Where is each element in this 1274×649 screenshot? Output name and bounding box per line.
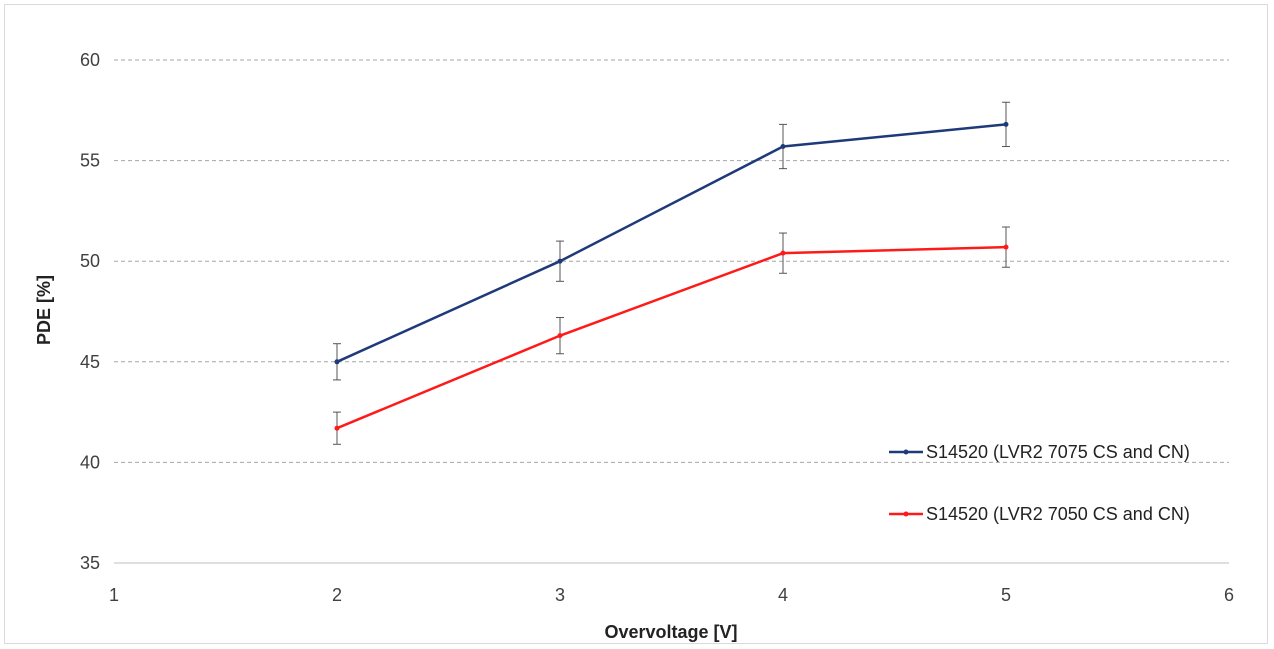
x-tick-label-1: 1 (109, 585, 119, 605)
data-point (557, 258, 563, 264)
series-group (333, 101, 1010, 445)
y-tick-label-40: 40 (80, 452, 100, 472)
chart-frame (4, 4, 1268, 644)
data-point (334, 425, 340, 431)
series-2 (333, 226, 1010, 445)
y-tick-labels: 35 40 45 50 55 60 (80, 50, 100, 573)
data-point (334, 359, 340, 365)
legend: S14520 (LVR2 7075 CS and CN) S14520 (LVR2… (889, 442, 1190, 524)
x-tick-labels: 1 2 3 4 5 6 (109, 585, 1234, 605)
x-tick-label-6: 6 (1224, 585, 1234, 605)
y-axis-title: PDE [%] (34, 275, 54, 345)
data-point (780, 250, 786, 256)
y-tick-label-55: 55 (80, 151, 100, 171)
y-tick-label-50: 50 (80, 251, 100, 271)
gridlines (114, 59, 1229, 463)
series-line (336, 123, 1007, 363)
y-tick-label-60: 60 (80, 50, 100, 70)
legend-label: S14520 (LVR2 7075 CS and CN) (926, 442, 1190, 462)
x-tick-label-3: 3 (555, 585, 565, 605)
series-1 (333, 101, 1010, 381)
x-tick-label-4: 4 (778, 585, 788, 605)
data-point (557, 333, 563, 339)
legend-label: S14520 (LVR2 7050 CS and CN) (926, 504, 1190, 524)
x-tick-label-5: 5 (1001, 585, 1011, 605)
y-tick-label-35: 35 (80, 553, 100, 573)
x-axis-title: Overvoltage [V] (604, 622, 737, 642)
data-point (1003, 244, 1009, 250)
data-point (1003, 121, 1009, 127)
x-tick-label-2: 2 (332, 585, 342, 605)
legend-swatch-marker (903, 449, 909, 455)
series-line (336, 245, 1007, 430)
y-tick-label-45: 45 (80, 352, 100, 372)
legend-swatch-marker (903, 511, 909, 517)
data-point (780, 144, 786, 150)
